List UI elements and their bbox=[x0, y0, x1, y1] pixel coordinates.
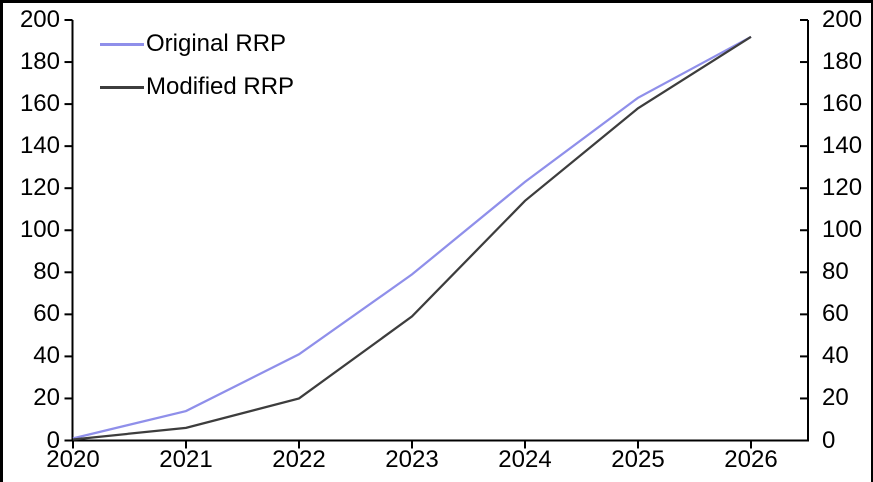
x-tick-label: 2024 bbox=[498, 446, 552, 473]
y-tick-label-left: 0 bbox=[46, 426, 60, 454]
y-tick-label-right: 40 bbox=[822, 342, 849, 370]
original-rrp-line-swatch bbox=[100, 42, 144, 46]
legend-item-modified-rrp: Modified RRP bbox=[100, 73, 294, 101]
y-tick-label-left: 180 bbox=[19, 48, 60, 76]
y-tick-label-right: 100 bbox=[822, 216, 863, 244]
legend-label-modified-rrp: Modified RRP bbox=[146, 73, 295, 100]
series-line-original-rrp bbox=[72, 35, 752, 440]
y-tick-label-right: 120 bbox=[822, 174, 863, 202]
y-tick-label-left: 160 bbox=[19, 90, 60, 118]
y-tick-label-left: 80 bbox=[33, 258, 60, 286]
legend: Original RRP Modified RRP bbox=[100, 30, 294, 101]
modified-rrp-line-swatch bbox=[100, 85, 144, 89]
legend-item-original-rrp: Original RRP bbox=[100, 30, 294, 58]
y-tick-label-right: 160 bbox=[822, 90, 863, 118]
y-tick-label-right: 80 bbox=[822, 258, 849, 286]
plot-svg bbox=[64, 19, 809, 449]
y-tick-label-right: 60 bbox=[822, 300, 849, 328]
legend-label-original-rrp: Original RRP bbox=[146, 30, 287, 57]
y-tick-label-left: 200 bbox=[19, 6, 60, 33]
series-line-modified-rrp bbox=[72, 35, 752, 441]
x-tick-label: 2023 bbox=[385, 446, 439, 473]
y-tick-label-right: 200 bbox=[822, 6, 863, 33]
x-tick-label: 2022 bbox=[272, 446, 326, 473]
y-tick-label-left: 100 bbox=[19, 216, 60, 244]
y-tick-label-left: 20 bbox=[33, 384, 60, 412]
y-tick-label-right: 180 bbox=[822, 48, 863, 76]
y-tick-label-right: 20 bbox=[822, 384, 849, 412]
x-tick-label: 2025 bbox=[611, 446, 665, 473]
y-tick-label-left: 140 bbox=[19, 132, 60, 160]
y-tick-label-left: 60 bbox=[33, 300, 60, 328]
x-tick-label: 2021 bbox=[159, 446, 213, 473]
x-tick-label: 2026 bbox=[724, 446, 778, 473]
y-tick-label-right: 140 bbox=[822, 132, 863, 160]
y-tick-label-left: 40 bbox=[33, 342, 60, 370]
y-tick-label-left: 120 bbox=[19, 174, 60, 202]
x-tick-label: 2020 bbox=[46, 446, 100, 473]
y-tick-label-right: 0 bbox=[822, 426, 836, 454]
